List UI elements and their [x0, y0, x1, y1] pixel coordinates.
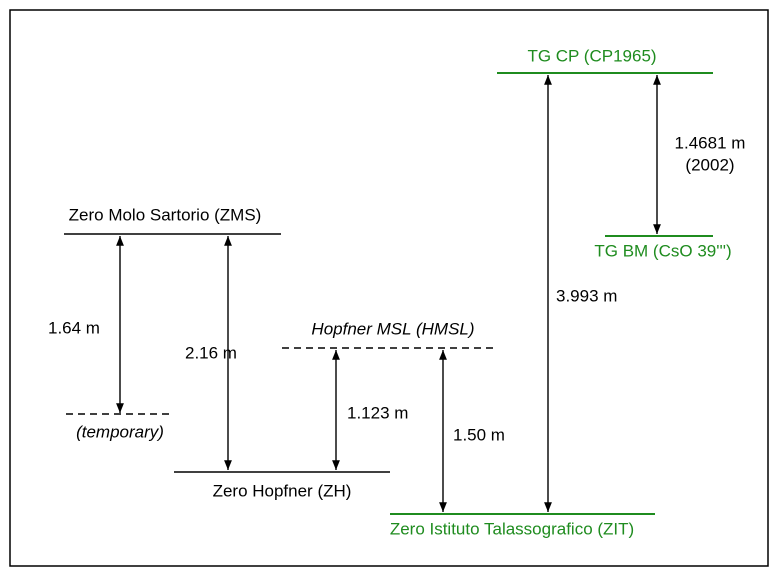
level-label: Zero Hopfner (ZH): [213, 481, 352, 500]
level-label: Hopfner MSL (HMSL): [311, 319, 474, 338]
measurement-label: 1.123 m: [347, 403, 408, 422]
measurement-label: 1.64 m: [48, 318, 100, 337]
measurement-label: 1.50 m: [453, 425, 505, 444]
level-label: Zero Istituto Talassografico (ZIT): [390, 519, 634, 538]
level-label: (temporary): [76, 422, 164, 441]
level-label: TG BM (CsO 39'''): [594, 241, 731, 260]
level-label: TG CP (CP1965): [527, 46, 656, 65]
measurement-label: 2.16 m: [185, 343, 237, 362]
frame: [9, 9, 769, 567]
level-label: Zero Molo Sartorio (ZMS): [69, 205, 262, 224]
measurement-label: 1.4681 m: [675, 133, 746, 152]
measurement-label: 3.993 m: [556, 286, 617, 305]
measurement-note: (2002): [685, 155, 734, 174]
